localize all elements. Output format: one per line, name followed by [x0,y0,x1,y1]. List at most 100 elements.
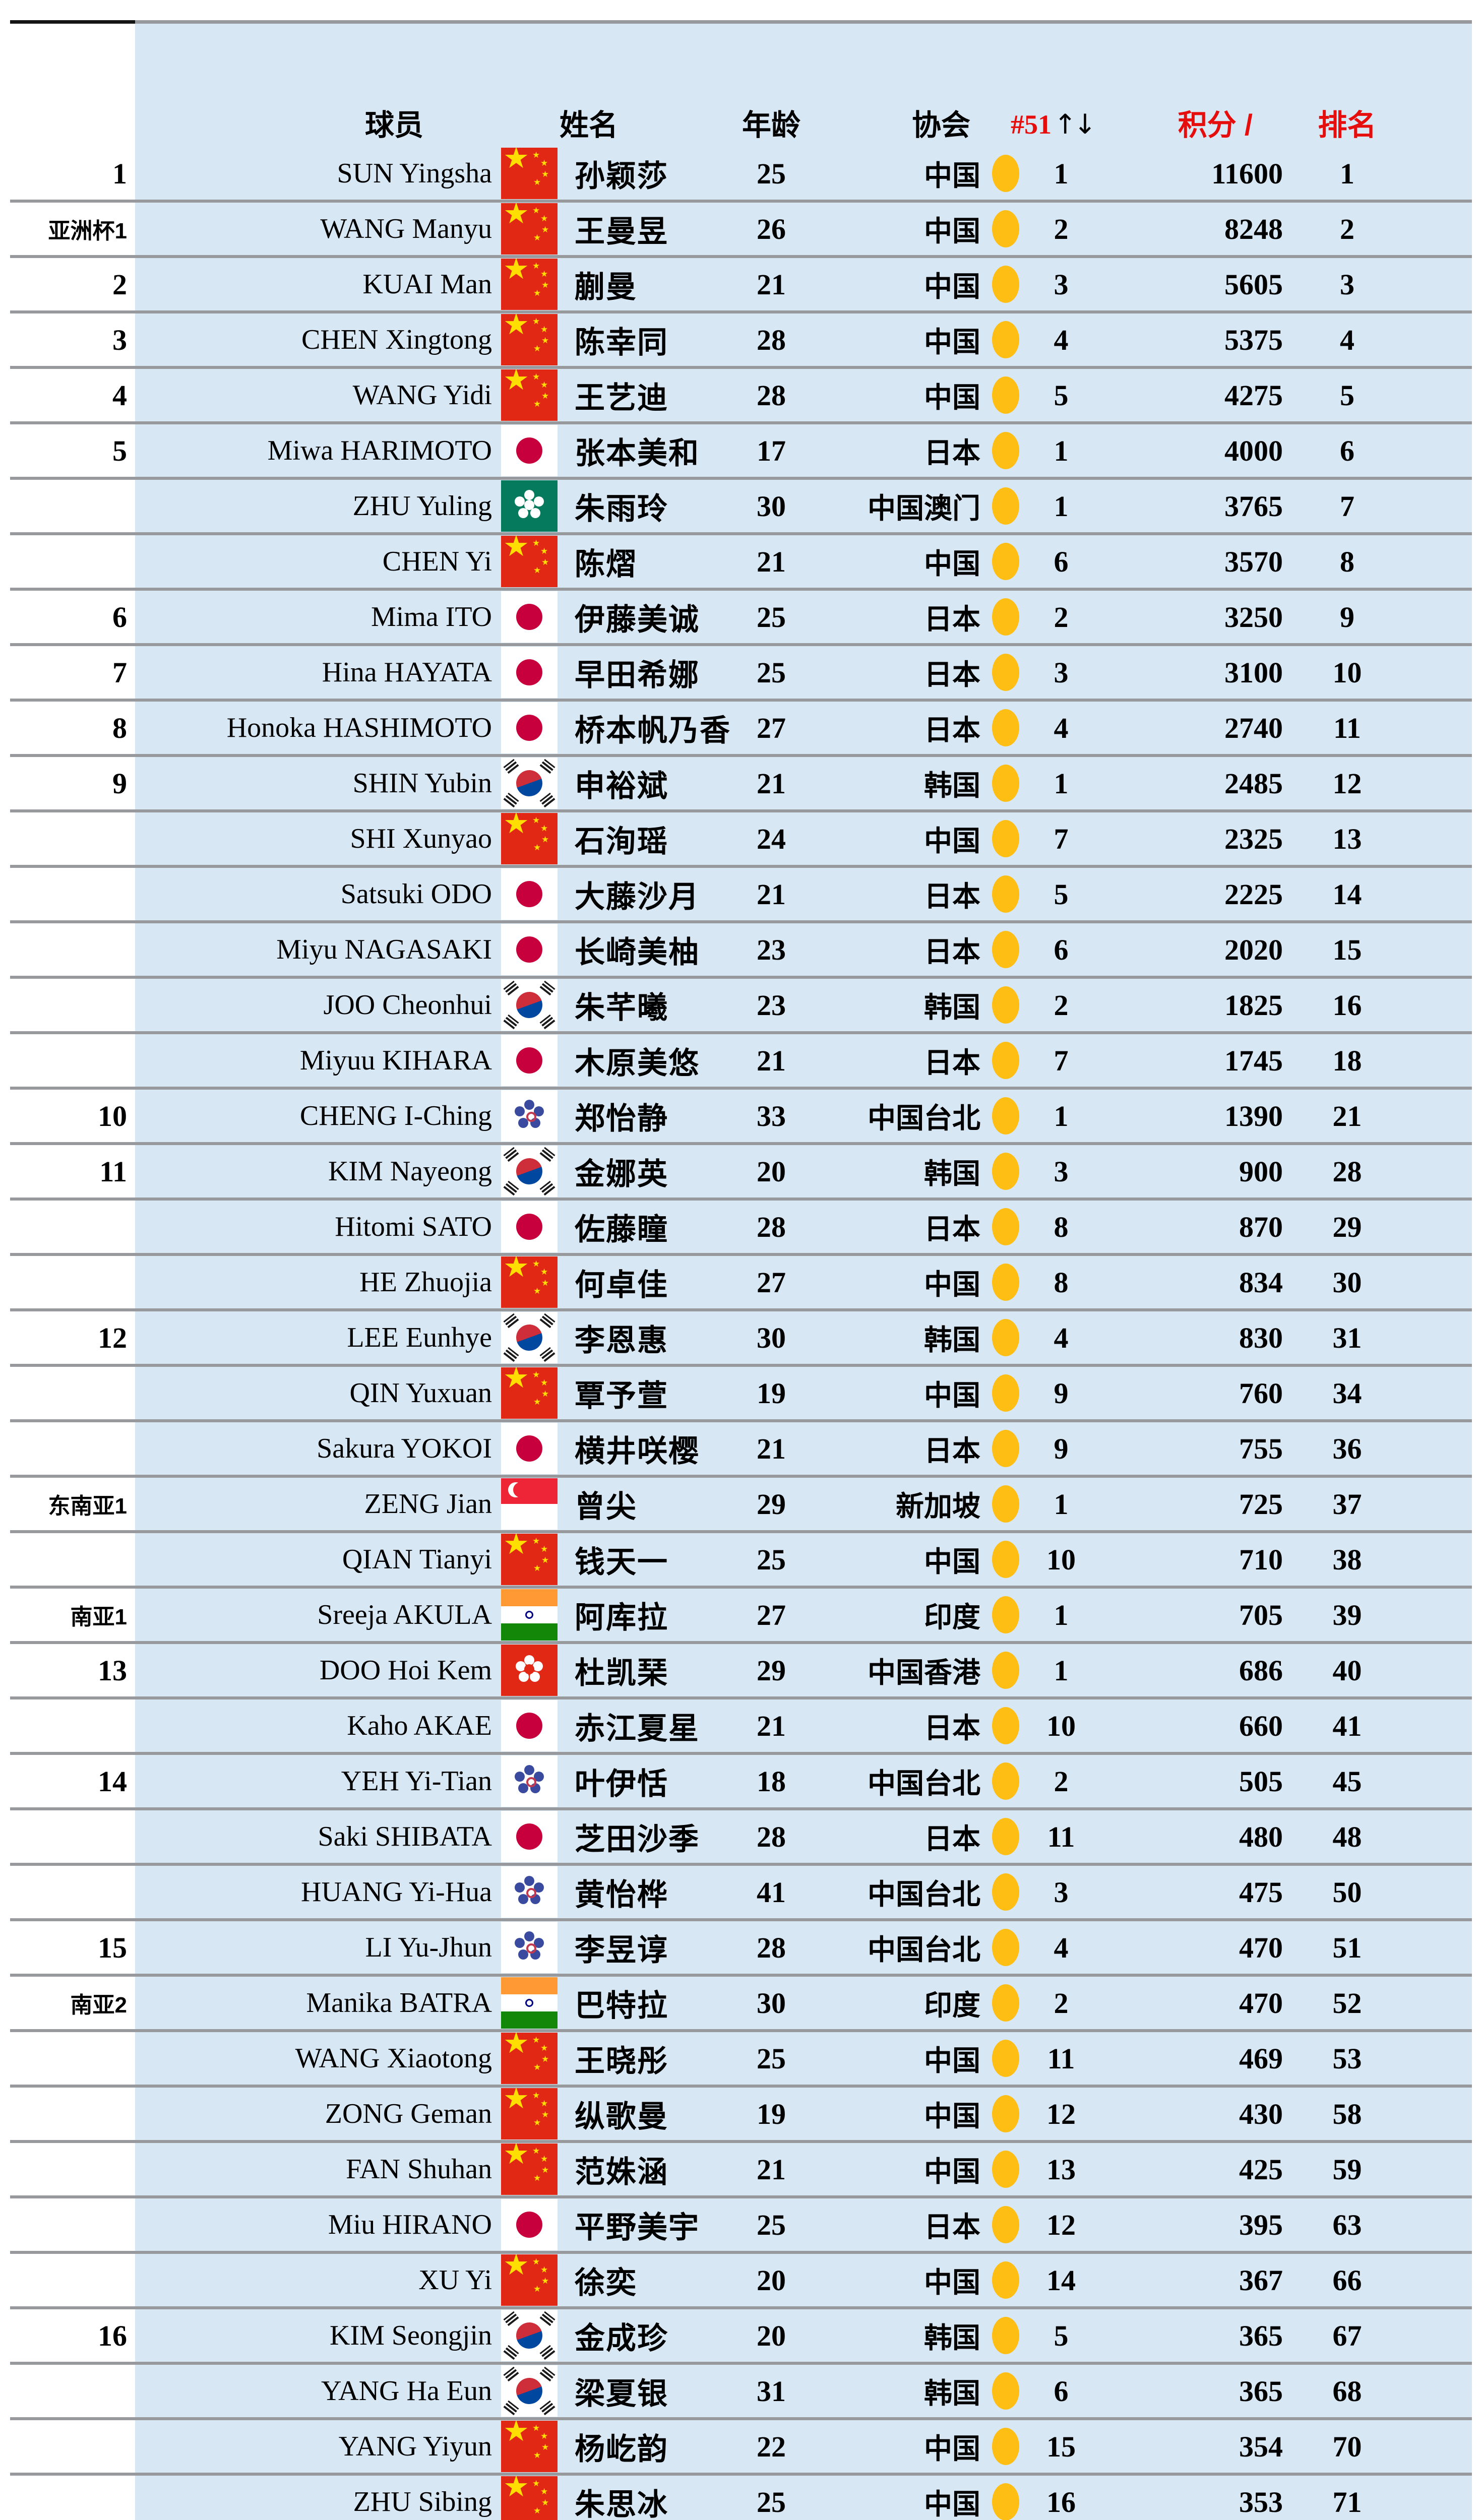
table-row: Miyuu KIHARA 木原美悠 21 日本 7 1745 18 [10,1034,1472,1090]
row-group-label: 9 [112,767,127,800]
player-chinese-name: 李昱谆 [575,1933,668,1967]
flag-cell [499,425,560,476]
player-chinese-name: 芝田沙季 [575,1822,700,1856]
bullet-cell [980,487,1031,525]
flag-cn-icon: ★ ★ ★ ★ ★ [501,536,558,587]
association-name: 中国 [924,825,980,857]
points-value: 4000 [1224,434,1283,467]
flag-cn-icon: ★ ★ ★ ★ ★ [501,314,558,365]
world-rank-value: 37 [1332,1487,1362,1521]
world-rank-value: 12 [1332,767,1362,800]
player-latin-name: Honoka HASHIMOTO [226,712,492,743]
player-age: 21 [757,877,786,911]
player-age: 28 [757,1931,786,1964]
flag-cell: ★ ★ ★ ★ ★ [499,259,560,310]
player-latin-name: Miwa HARIMOTO [267,435,492,466]
association-rank-number: 1 [1054,767,1069,800]
association-name: 韩国 [924,991,980,1023]
world-rank-value: 6 [1340,434,1354,467]
bullet-cell [980,1541,1031,1578]
association-rank-number: 5 [1054,379,1069,412]
points-value: 1390 [1224,1099,1283,1132]
bullet-cell [980,1762,1031,1800]
world-rank-value: 34 [1332,1376,1362,1410]
table-row: Saki SHIBATA 芝田沙季 28 日本 11 480 48 [10,1810,1472,1866]
bullet-cell [980,1596,1031,1633]
column-header-name: 姓名 [560,109,619,142]
association-rank-number: 2 [1054,1986,1069,2020]
association-name: 日本 [924,935,980,968]
flag-cn-icon: ★ ★ ★ ★ ★ [501,2088,558,2139]
points-value: 710 [1239,1543,1283,1576]
player-age: 28 [757,1210,786,1243]
flag-cell [499,1090,560,1142]
flag-jp-icon [501,591,558,643]
yellow-dot-icon [992,1208,1019,1245]
column-header-age: 年龄 [742,109,800,142]
player-chinese-name: 陈熠 [575,547,637,581]
world-rank-value: 8 [1340,545,1354,578]
association-name: 日本 [924,1712,980,1744]
player-latin-name: Sreeja AKULA [317,1599,492,1630]
association-name: 日本 [924,1434,980,1467]
player-age: 29 [757,1654,786,1687]
player-chinese-name: 长崎美柚 [575,935,700,969]
table-row: Satsuki ODO 大藤沙月 21 日本 5 2225 14 [10,868,1472,923]
association-name: 日本 [924,1213,980,1245]
row-group-label: 东南亚1 [48,1494,127,1519]
table-row: 4 WANG Yidi ★ ★ ★ ★ ★ 王艺迪 28 中国 5 4275 5 [10,369,1472,424]
rankings-table-body: 1 SUN Yingsha ★ ★ ★ ★ ★ 孙颖莎 25 中国 1 11600 1 … [10,147,1472,2520]
player-latin-name: QIN Yuxuan [349,1377,492,1409]
flag-cn-icon: ★ ★ ★ ★ ★ [501,1256,558,1308]
yellow-dot-icon [992,1652,1019,1689]
bullet-cell [980,986,1031,1024]
points-value: 3250 [1224,600,1283,634]
bullet-cell [980,1652,1031,1689]
yellow-dot-icon [992,1097,1019,1135]
row-group-label: 5 [112,434,127,467]
points-value: 475 [1239,1875,1283,1909]
bullet-cell [980,1929,1031,1966]
bullet-cell [980,210,1031,247]
row-group-label: 南亚2 [70,1993,127,2018]
points-value: 2325 [1224,822,1283,855]
row-group-label: 2 [112,268,127,301]
association-name: 日本 [924,714,980,746]
world-rank-value: 1 [1340,157,1354,190]
player-chinese-name: 朱雨玲 [575,491,668,526]
points-value: 760 [1239,1376,1283,1410]
flag-kr-icon [501,979,558,1031]
row-group-label: 10 [98,1099,127,1132]
flag-cell [499,1201,560,1252]
player-latin-name: WANG Yidi [352,380,492,411]
world-rank-value: 28 [1332,1155,1362,1188]
player-chinese-name: 何卓佳 [575,1268,668,1302]
bullet-cell [980,1319,1031,1356]
bullet-cell [980,2483,1031,2520]
table-row: 16 KIM Seongjin 金成珍 20 韩国 5 365 67 [10,2309,1472,2365]
association-name: 日本 [924,1046,980,1079]
player-latin-name: Sakura YOKOI [317,1433,492,1464]
points-value: 11600 [1211,157,1283,190]
yellow-dot-icon [992,875,1019,913]
association-rank-number: 14 [1046,2263,1076,2297]
yellow-dot-icon [992,210,1019,247]
yellow-dot-icon [992,2428,1019,2465]
bullet-cell [980,875,1031,913]
flag-cn-icon: ★ ★ ★ ★ ★ [501,2033,558,2084]
player-age: 25 [757,2485,786,2518]
flag-hk-icon [501,1645,558,1696]
bullet-cell [980,543,1031,580]
flag-jp-icon [501,868,558,920]
player-age: 17 [757,434,786,467]
player-age: 28 [757,379,786,412]
flag-cn-icon: ★ ★ ★ ★ ★ [501,2476,558,2520]
world-rank-value: 41 [1332,1709,1362,1742]
table-row: XU Yi ★ ★ ★ ★ ★ 徐奕 20 中国 14 367 66 [10,2254,1472,2309]
player-chinese-name: 梁夏银 [575,2376,668,2411]
flag-cn-icon: ★ ★ ★ ★ ★ [501,203,558,255]
points-value: 505 [1239,1765,1283,1798]
player-chinese-name: 蒯曼 [575,270,637,304]
table-row: ZHU Yuling 朱雨玲 30 中国澳门 1 3765 7 [10,480,1472,535]
flag-cell: ★ ★ ★ ★ ★ [499,2254,560,2306]
